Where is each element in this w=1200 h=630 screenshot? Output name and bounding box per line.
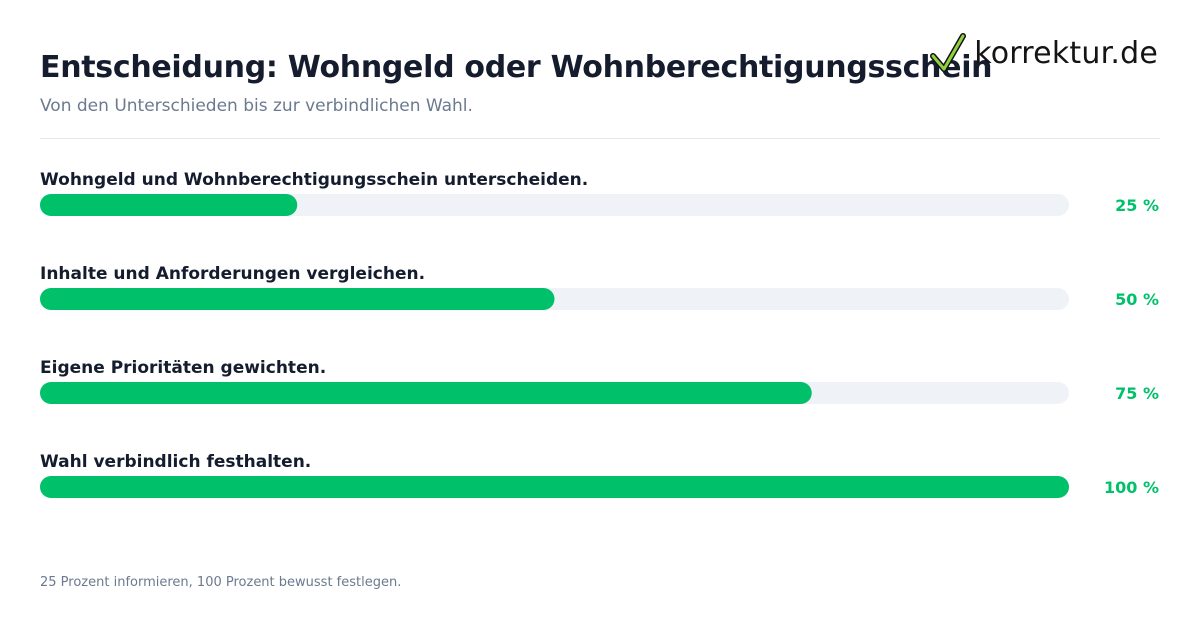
bar-value: 75 % bbox=[1115, 384, 1159, 403]
bar-track bbox=[40, 194, 1069, 216]
brand-logo: korrektur.de bbox=[930, 28, 1158, 78]
bar-row: Wohngeld und Wohnberechtigungsschein unt… bbox=[40, 170, 1159, 216]
bar-label: Eigene Prioritäten gewichten. bbox=[40, 358, 326, 378]
bar-label: Inhalte und Anforderungen vergleichen. bbox=[40, 264, 425, 284]
bar-fill bbox=[40, 288, 555, 310]
checkmark-icon bbox=[930, 32, 967, 74]
footnote: 25 Prozent informieren, 100 Prozent bewu… bbox=[40, 575, 402, 590]
header-divider bbox=[40, 138, 1160, 139]
bar-value: 50 % bbox=[1115, 290, 1159, 309]
page-subtitle: Von den Unterschieden bis zur verbindlic… bbox=[40, 96, 473, 116]
bar-fill bbox=[40, 194, 298, 216]
bar-fill bbox=[40, 476, 1069, 498]
bar-row: Eigene Prioritäten gewichten. 75 % bbox=[40, 358, 1159, 404]
bar-fill bbox=[40, 382, 812, 404]
bar-value: 100 % bbox=[1104, 478, 1159, 497]
brand-name: korrektur.de bbox=[974, 35, 1158, 71]
bar-label: Wahl verbindlich festhalten. bbox=[40, 452, 311, 472]
bar-value: 25 % bbox=[1115, 196, 1159, 215]
page-title: Entscheidung: Wohngeld oder Wohnberechti… bbox=[40, 50, 993, 85]
bar-row: Wahl verbindlich festhalten. 100 % bbox=[40, 452, 1159, 498]
bar-row: Inhalte und Anforderungen vergleichen. 50… bbox=[40, 264, 1159, 310]
bar-label: Wohngeld und Wohnberechtigungsschein unt… bbox=[40, 170, 588, 190]
